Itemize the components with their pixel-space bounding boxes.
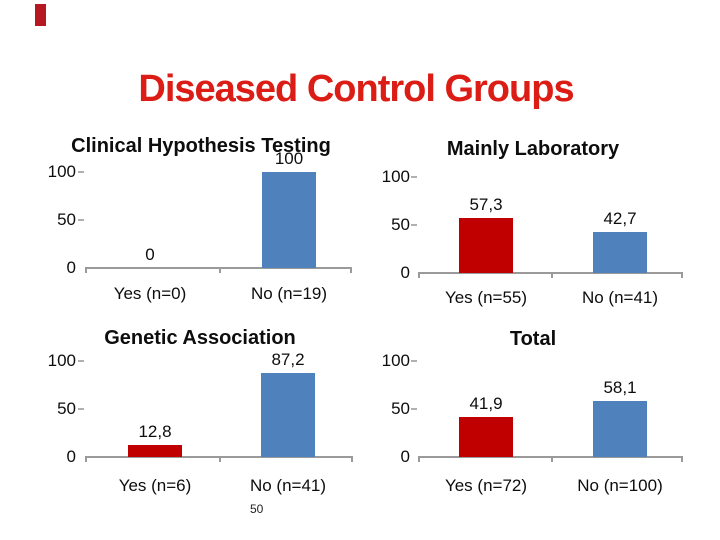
x-axis-tick xyxy=(350,268,352,273)
bar-no xyxy=(262,172,316,268)
x-axis-tick xyxy=(681,273,683,278)
x-axis-tick xyxy=(418,457,420,462)
y-axis-label: 100 xyxy=(47,351,76,370)
bar-no xyxy=(261,373,315,457)
y-axis-label: 50 xyxy=(391,399,410,418)
x-axis-tick xyxy=(418,273,420,278)
bar-value-label: 100 xyxy=(274,149,304,168)
category-label: Yes (n=55) xyxy=(444,288,528,307)
y-axis-label: 50 xyxy=(391,215,410,234)
page-number: 50 xyxy=(250,502,264,516)
bar-value-label: 87,2 xyxy=(271,350,305,369)
y-axis-label: 0 xyxy=(400,263,410,282)
y-axis-tick xyxy=(78,408,84,410)
y-axis-label: 100 xyxy=(381,351,410,370)
bar-yes xyxy=(128,445,182,457)
bar-value-label: 12,8 xyxy=(138,422,172,441)
y-axis-label: 0 xyxy=(400,447,410,466)
y-axis-label: 50 xyxy=(57,210,76,229)
y-axis-label: 0 xyxy=(66,258,76,277)
y-axis-tick xyxy=(78,360,84,362)
accent-bar xyxy=(35,4,46,26)
bar-yes xyxy=(459,218,513,273)
bar-value-label: 57,3 xyxy=(469,195,503,214)
x-axis-tick xyxy=(85,457,87,462)
x-axis-tick xyxy=(219,268,221,273)
x-axis-tick xyxy=(681,457,683,462)
category-label: No (n=41) xyxy=(581,288,659,307)
y-axis-tick xyxy=(78,219,84,221)
x-axis-tick xyxy=(351,457,353,462)
y-axis-tick xyxy=(78,171,84,173)
x-axis-line xyxy=(418,272,683,274)
bar-value-label: 0 xyxy=(145,245,155,264)
category-label: No (n=19) xyxy=(250,284,328,303)
chart-title: Genetic Association xyxy=(104,327,296,349)
bar-value-label: 42,7 xyxy=(603,209,637,228)
y-axis-label: 100 xyxy=(47,162,76,181)
slide-title: Diseased Control Groups xyxy=(138,68,574,110)
chart-title: Clinical Hypothesis Testing xyxy=(71,135,331,157)
x-axis-tick xyxy=(85,268,87,273)
y-axis-tick xyxy=(411,408,417,410)
category-label: Yes (n=72) xyxy=(444,476,528,495)
category-label: Yes (n=0) xyxy=(113,284,187,303)
y-axis-label: 0 xyxy=(66,447,76,466)
x-axis-line xyxy=(85,267,352,269)
bar-no xyxy=(593,232,647,273)
bar-value-label: 58,1 xyxy=(603,378,637,397)
y-axis-tick xyxy=(411,360,417,362)
y-axis-label: 100 xyxy=(381,167,410,186)
y-axis-tick xyxy=(411,224,417,226)
y-axis-label: 50 xyxy=(57,399,76,418)
bar-value-label: 41,9 xyxy=(469,394,503,413)
bar-yes xyxy=(459,417,513,457)
x-axis-tick xyxy=(551,273,553,278)
x-axis-line xyxy=(418,456,683,458)
y-axis-tick xyxy=(411,176,417,178)
x-axis-tick xyxy=(551,457,553,462)
category-label: No (n=100) xyxy=(577,476,663,495)
bar-no xyxy=(593,401,647,457)
chart-title: Mainly Laboratory xyxy=(446,138,620,160)
category-label: Yes (n=6) xyxy=(118,476,192,495)
chart-title: Total xyxy=(509,328,557,350)
category-label: No (n=41) xyxy=(249,476,327,495)
x-axis-tick xyxy=(219,457,221,462)
